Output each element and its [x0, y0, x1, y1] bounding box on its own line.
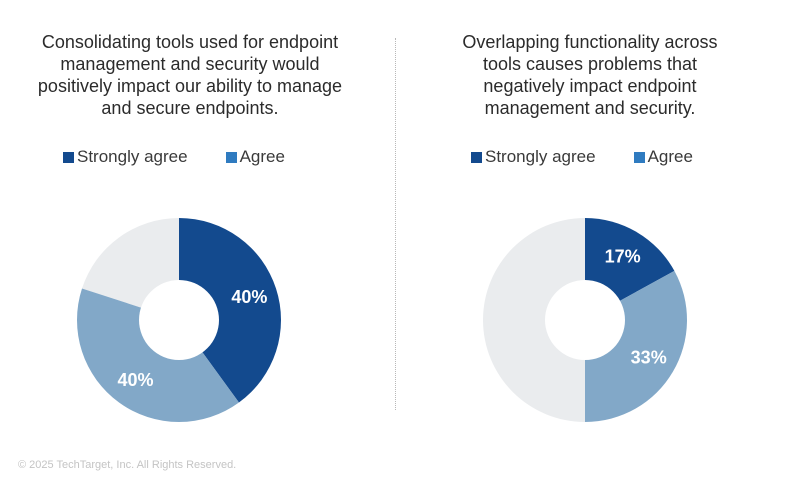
legend-swatch-agree [225, 151, 237, 163]
donut-chart: 40% 40% [77, 218, 281, 422]
legend-label: Agree [239, 147, 285, 166]
chart-title: Consolidating tools used for endpoint ma… [10, 31, 370, 119]
legend: Strongly agree Agree [63, 147, 323, 167]
title-line: tools causes problems that [482, 54, 698, 74]
chart-right: Overlapping functionality across tools c… [400, 0, 800, 440]
title-line: and secure endpoints. [101, 98, 279, 118]
title-line: management and security would [60, 54, 320, 74]
donut-slice-strongly-agree [179, 218, 281, 403]
legend-item-strongly-agree: Strongly agree [63, 147, 188, 167]
donut-slice-agree [77, 288, 239, 422]
divider [395, 38, 396, 410]
data-label: 40% [231, 287, 267, 307]
legend-label: Agree [647, 147, 693, 166]
title-line: Overlapping functionality across [462, 32, 718, 52]
legend-item-agree: Agree [225, 147, 285, 167]
title-line: Consolidating tools used for endpoint [41, 32, 339, 52]
data-label: 33% [631, 348, 667, 368]
title-line: negatively impact endpoint [483, 76, 697, 96]
data-label: 17% [605, 246, 641, 266]
copyright-footer: © 2025 TechTarget, Inc. All Rights Reser… [18, 459, 237, 471]
legend-swatch-strongly-agree [63, 151, 74, 163]
donut-chart: 17% 33% [483, 218, 687, 422]
title-line: management and security. [484, 98, 696, 118]
donut-hole [139, 280, 219, 360]
legend: Strongly agree Agree [471, 147, 731, 167]
chart-left: Consolidating tools used for endpoint ma… [0, 0, 400, 440]
legend-item-strongly-agree: Strongly agree [471, 147, 596, 167]
donut-slice-remainder [483, 218, 585, 422]
legend-item-agree: Agree [633, 147, 693, 167]
legend-label: Strongly agree [77, 147, 188, 166]
legend-label: Strongly agree [485, 147, 596, 166]
donut-hole [545, 280, 625, 360]
chart-title: Overlapping functionality across tools c… [404, 31, 776, 119]
title-line: positively impact our ability to manage [37, 76, 343, 96]
legend-swatch-agree [633, 151, 645, 163]
data-label: 40% [117, 370, 153, 390]
legend-swatch-strongly-agree [471, 151, 482, 163]
